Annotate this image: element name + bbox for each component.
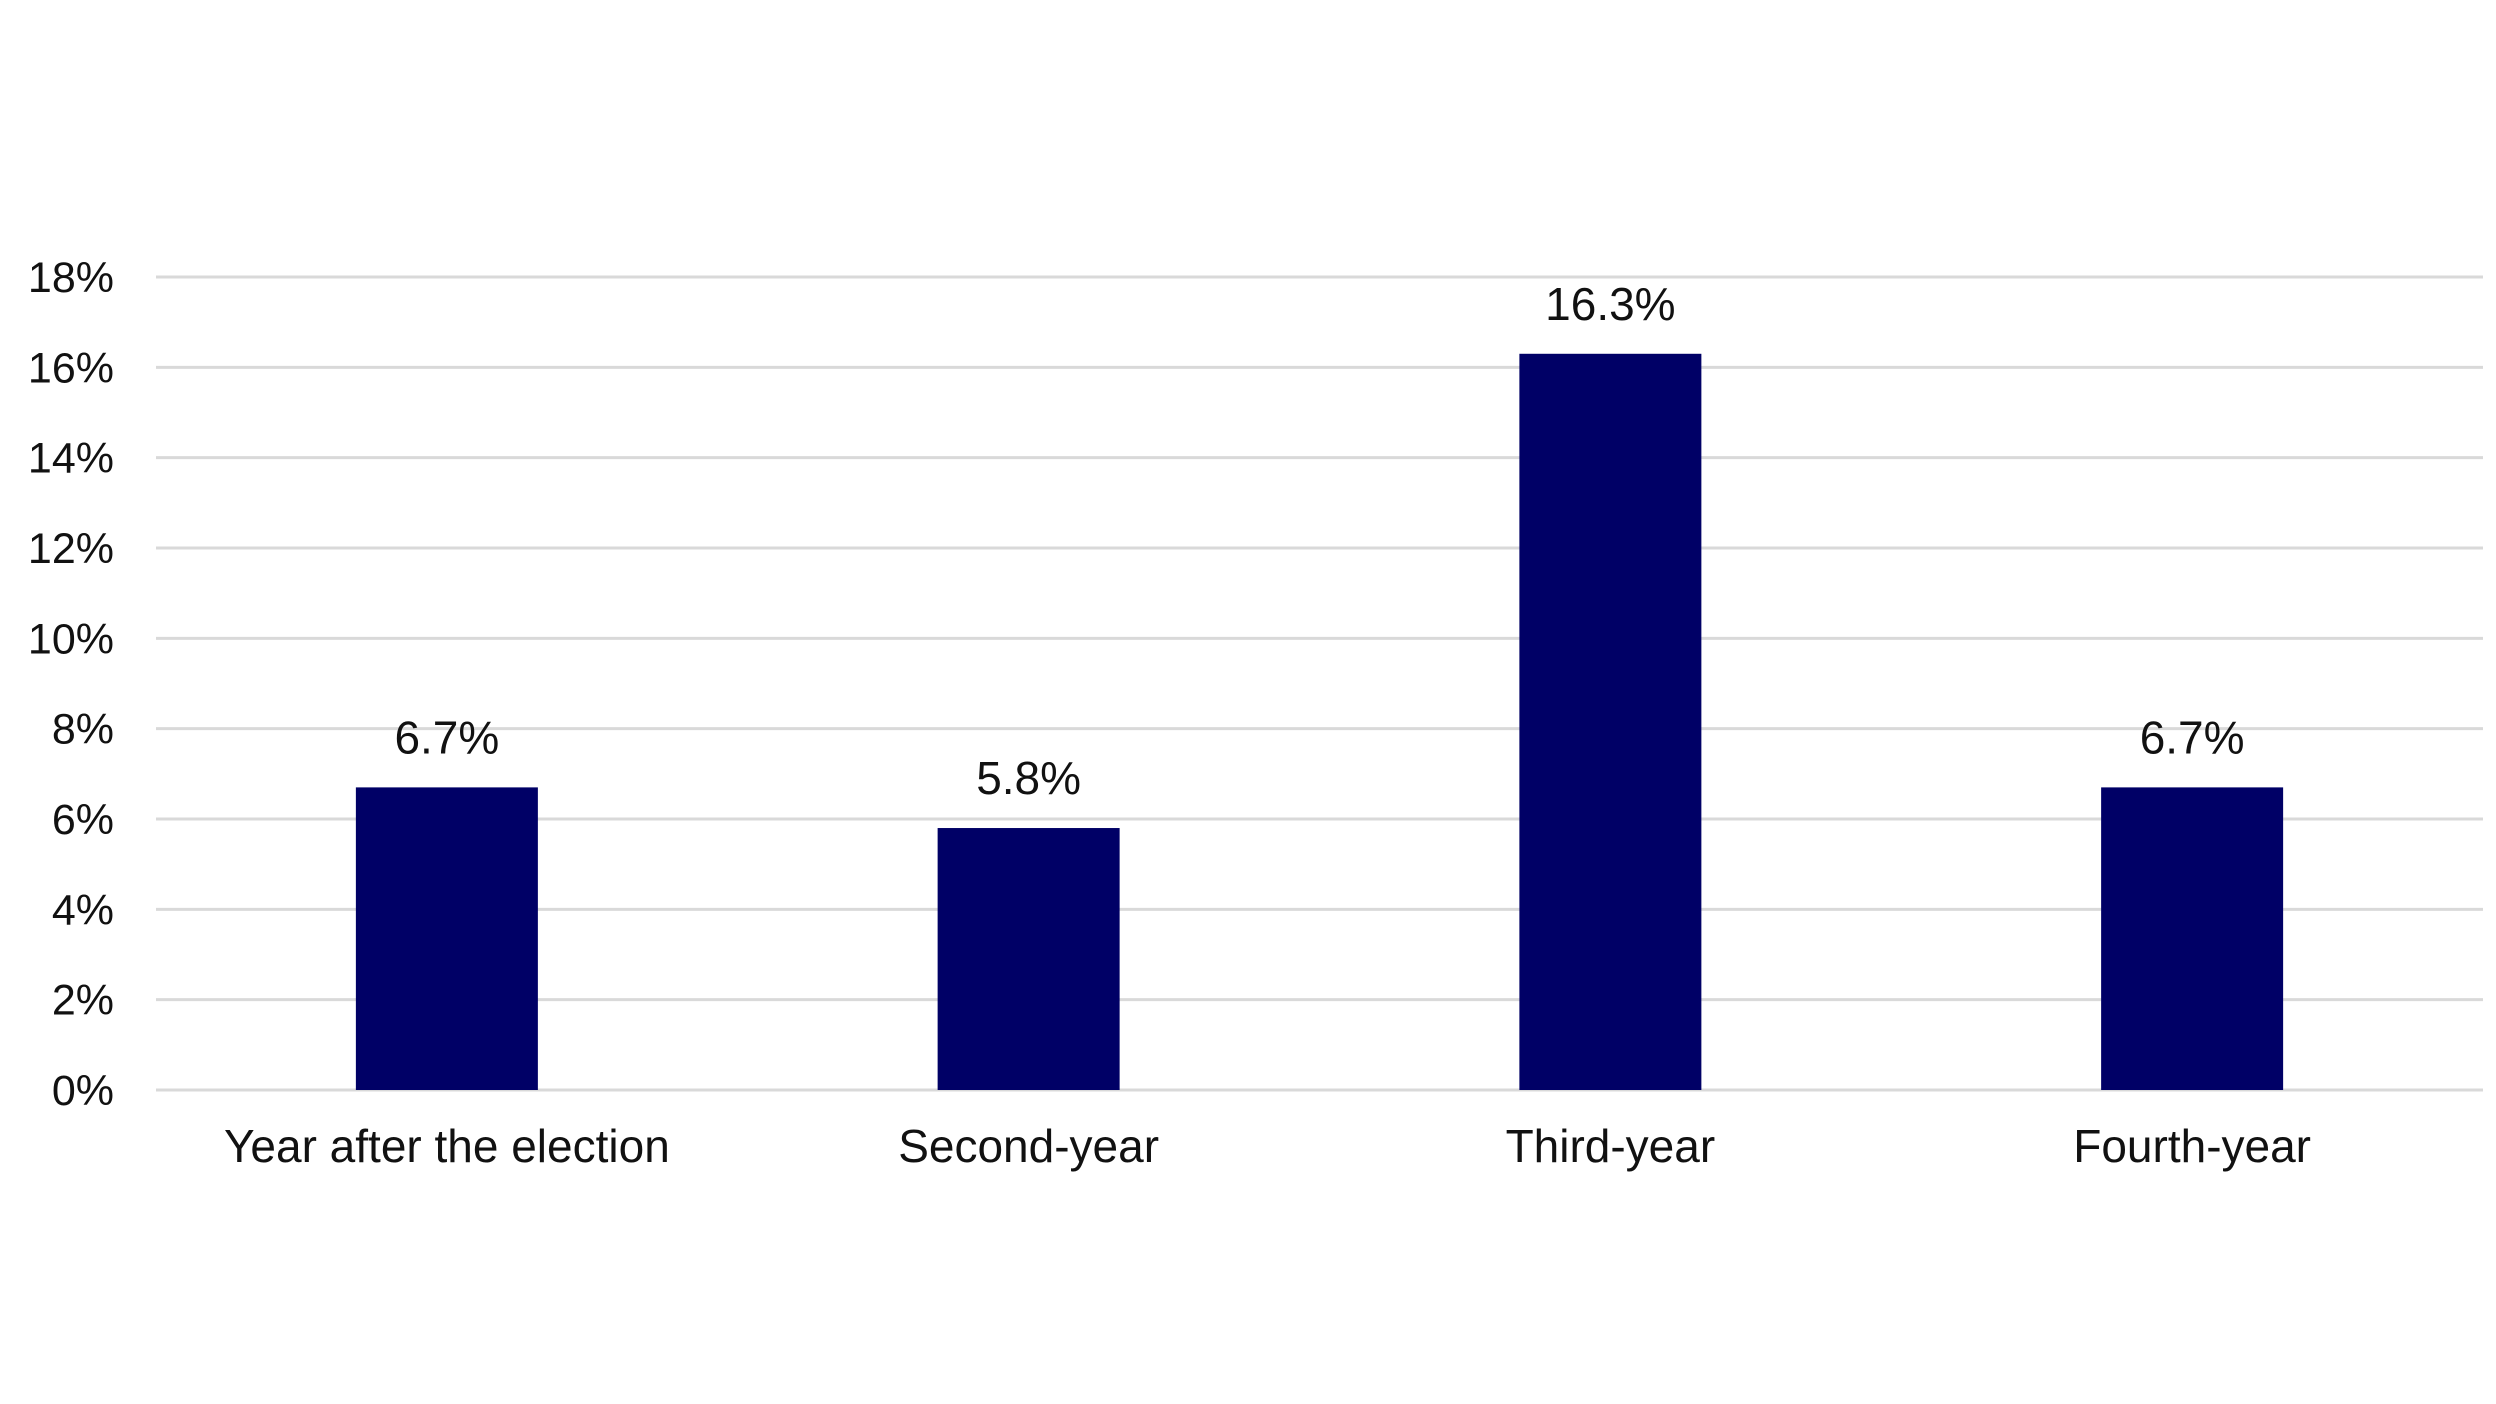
y-tick-label: 14% — [28, 435, 114, 483]
y-tick-label: 12% — [28, 525, 114, 573]
category-label: Second-year — [898, 1120, 1159, 1172]
gridlines — [156, 275, 2483, 1092]
data-label: 5.8% — [976, 752, 1081, 804]
bar — [355, 787, 538, 1090]
y-tick-label: 18% — [28, 254, 114, 302]
category-labels: Year after the election Second-year Third-… — [224, 1120, 2311, 1172]
y-tick-label: 4% — [52, 886, 114, 934]
y-tick-label: 10% — [28, 615, 114, 663]
data-labels: 6.7% 5.8% 16.3% 6.7% — [394, 278, 2244, 804]
y-axis-ticks: 0% 2% 4% 6% 8% 10% 12% 14% 16% 18% — [28, 254, 114, 1115]
category-label: Year after the election — [224, 1120, 670, 1172]
bar — [2101, 787, 2284, 1090]
y-tick-label: 6% — [52, 796, 114, 844]
y-tick-label: 16% — [28, 344, 114, 392]
y-tick-label: 8% — [52, 706, 114, 754]
bar — [937, 828, 1120, 1090]
data-label: 6.7% — [2140, 711, 2245, 763]
y-tick-label: 0% — [52, 1067, 114, 1115]
category-label: Fourth-year — [2073, 1120, 2311, 1172]
y-tick-label: 2% — [52, 977, 114, 1025]
data-label: 6.7% — [394, 711, 499, 763]
data-label: 16.3% — [1545, 278, 1675, 330]
bar — [1519, 353, 1702, 1090]
category-label: Third-year — [1506, 1120, 1716, 1172]
bars — [355, 353, 2284, 1090]
